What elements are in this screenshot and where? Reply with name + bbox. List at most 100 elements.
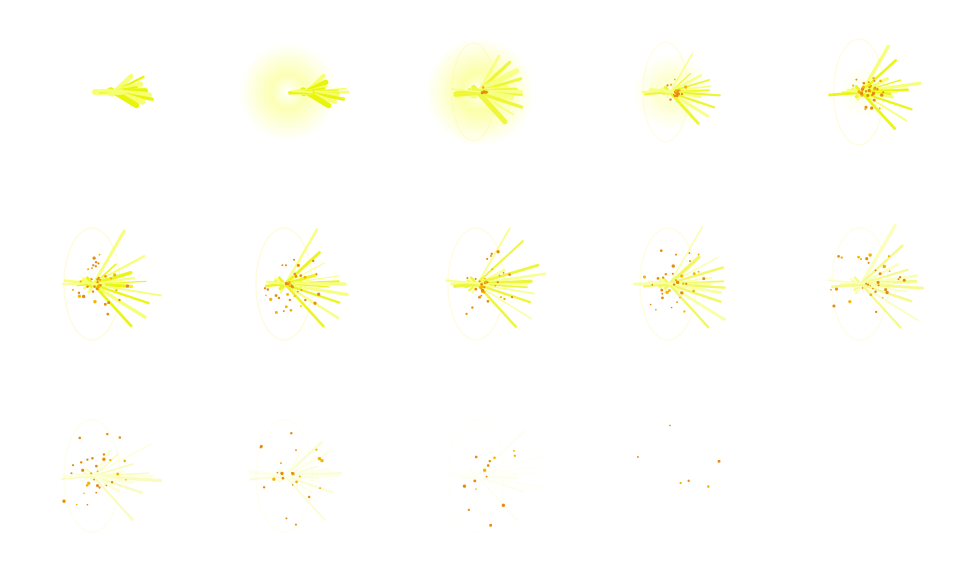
ember-particle bbox=[501, 503, 506, 507]
ember-particle bbox=[852, 84, 855, 87]
light-streaks bbox=[826, 224, 924, 329]
ember-particle bbox=[875, 310, 878, 314]
ember-particle bbox=[649, 303, 652, 306]
ember-particle bbox=[91, 267, 93, 269]
light-streaks bbox=[264, 228, 349, 328]
streak bbox=[849, 279, 918, 286]
ember-particle bbox=[92, 264, 95, 267]
explosion-sprite-9 bbox=[633, 226, 726, 341]
ember-particle bbox=[867, 88, 871, 93]
ember-particle bbox=[481, 285, 484, 289]
ember-particle bbox=[290, 284, 294, 288]
ember-particle bbox=[679, 296, 681, 299]
ember-particle bbox=[685, 282, 688, 285]
ember-particle bbox=[109, 277, 113, 280]
ember-particle bbox=[864, 108, 867, 111]
ember-particle bbox=[697, 253, 700, 256]
ember-particle bbox=[62, 499, 66, 503]
ember-particle bbox=[71, 464, 75, 467]
ember-particle bbox=[876, 280, 880, 284]
light-streaks bbox=[247, 440, 342, 522]
ember-particle bbox=[77, 291, 81, 295]
explosion-sprite-3 bbox=[426, 38, 534, 146]
ember-particle bbox=[485, 475, 488, 478]
streak bbox=[283, 448, 304, 482]
ember-particle bbox=[315, 273, 318, 276]
ember-particle bbox=[483, 286, 486, 289]
ember-particle bbox=[880, 93, 884, 97]
ember-particle bbox=[95, 464, 98, 468]
ember-particle bbox=[662, 276, 665, 279]
streak bbox=[648, 88, 680, 95]
streak bbox=[247, 470, 300, 479]
ember-particle bbox=[290, 471, 294, 475]
ember-particle bbox=[287, 283, 290, 286]
sprite-frame-13 bbox=[384, 384, 576, 576]
streak bbox=[854, 262, 900, 289]
ember-particle bbox=[304, 298, 307, 302]
ember-particle bbox=[689, 260, 691, 263]
streak bbox=[464, 456, 541, 480]
ember-particle bbox=[865, 282, 868, 285]
ember-particle bbox=[478, 280, 481, 283]
shockwave-ring bbox=[255, 419, 313, 533]
sprite-frame-5 bbox=[768, 0, 960, 192]
ember-particle bbox=[70, 472, 73, 475]
ember-particle bbox=[280, 471, 284, 476]
streak bbox=[850, 280, 913, 303]
streak bbox=[847, 281, 924, 290]
ember-particle bbox=[872, 76, 875, 80]
ember-particle bbox=[665, 290, 669, 295]
ember-particle bbox=[466, 276, 469, 279]
ember-particle bbox=[676, 92, 680, 96]
ember-particle bbox=[317, 292, 321, 296]
streak bbox=[60, 474, 106, 480]
ember-particle bbox=[661, 292, 664, 295]
explosion-sprite-4 bbox=[633, 41, 721, 143]
ember-particle bbox=[879, 79, 882, 83]
shockwave-ring bbox=[831, 227, 889, 341]
ember-particle bbox=[513, 454, 517, 457]
ember-particle bbox=[91, 278, 93, 281]
ember-particle bbox=[282, 310, 285, 313]
ember-particle bbox=[671, 272, 674, 275]
ember-particle bbox=[86, 503, 89, 506]
ember-particle bbox=[259, 444, 263, 448]
ember-particle bbox=[869, 293, 873, 297]
ember-particle bbox=[87, 481, 91, 485]
ember-particle bbox=[898, 276, 902, 279]
ember-particle bbox=[651, 283, 654, 286]
ember-particle bbox=[292, 258, 296, 261]
ember-particle bbox=[83, 492, 85, 495]
streak bbox=[278, 440, 324, 483]
ember-particle bbox=[670, 306, 673, 309]
ember-particle bbox=[81, 294, 86, 299]
ember-particle bbox=[490, 252, 493, 255]
ember-particle bbox=[830, 288, 832, 291]
ember-particle bbox=[290, 432, 293, 435]
ember-particle bbox=[115, 289, 118, 292]
ember-particle bbox=[105, 484, 108, 487]
ember-particle bbox=[679, 481, 682, 485]
streak bbox=[82, 472, 149, 478]
ember-particle bbox=[474, 277, 477, 280]
ember-particle bbox=[91, 456, 94, 460]
ember-particle bbox=[85, 484, 89, 487]
ember-particle bbox=[96, 470, 99, 473]
ember-particle bbox=[288, 285, 291, 288]
ember-particle bbox=[294, 274, 298, 278]
explosion-sprite-13 bbox=[447, 419, 546, 533]
ember-particle bbox=[861, 89, 864, 92]
ember-particle bbox=[881, 296, 884, 299]
ember-particle bbox=[864, 105, 868, 109]
streak bbox=[854, 224, 897, 295]
ember-particle bbox=[482, 468, 487, 472]
ember-particle bbox=[888, 270, 891, 273]
ember-particle bbox=[104, 275, 107, 278]
ember-particle bbox=[288, 298, 292, 302]
ember-particle bbox=[837, 255, 840, 258]
ember-particle bbox=[118, 298, 121, 302]
ember-particle bbox=[862, 81, 866, 85]
ember-particle bbox=[855, 78, 858, 81]
ember-particle bbox=[285, 517, 288, 520]
